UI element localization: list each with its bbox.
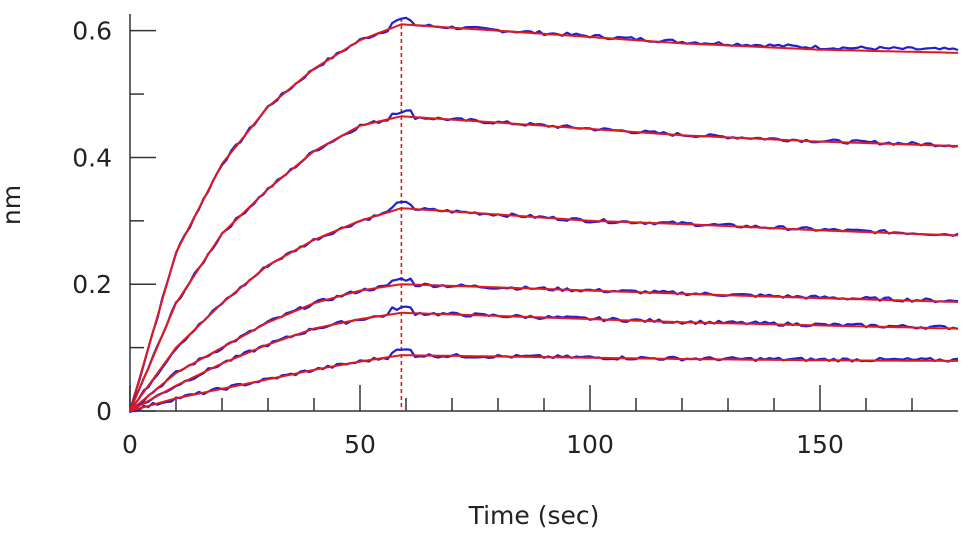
fit-curve-4 [129,283,959,412]
x-tick-label: 150 [796,430,844,459]
y-tick-label: 0.6 [72,17,112,46]
measured-curve-2 [128,109,959,413]
series-layer [128,16,959,414]
y-tick-label: 0.4 [72,143,112,172]
fit-curve-5 [129,311,959,412]
fit-curve-1 [129,23,959,412]
axes [129,14,958,412]
measured-curve-3 [129,200,959,412]
y-tick-label: 0 [96,397,112,426]
x-tick-label: 0 [122,430,138,459]
fit-curve-2 [129,115,959,412]
x-tick-label: 100 [566,430,614,459]
fit-curve-3 [129,207,959,412]
x-tick-label: 50 [344,430,376,459]
y-tick-label: 0.2 [72,270,112,299]
x-axis-title: Time (sec) [468,501,600,530]
fit-curve-6 [129,354,958,412]
y-axis-title: nm [0,185,26,225]
labels: 0 0.2 0.4 0.6 0 50 100 150 Time (sec) nm [0,17,844,530]
